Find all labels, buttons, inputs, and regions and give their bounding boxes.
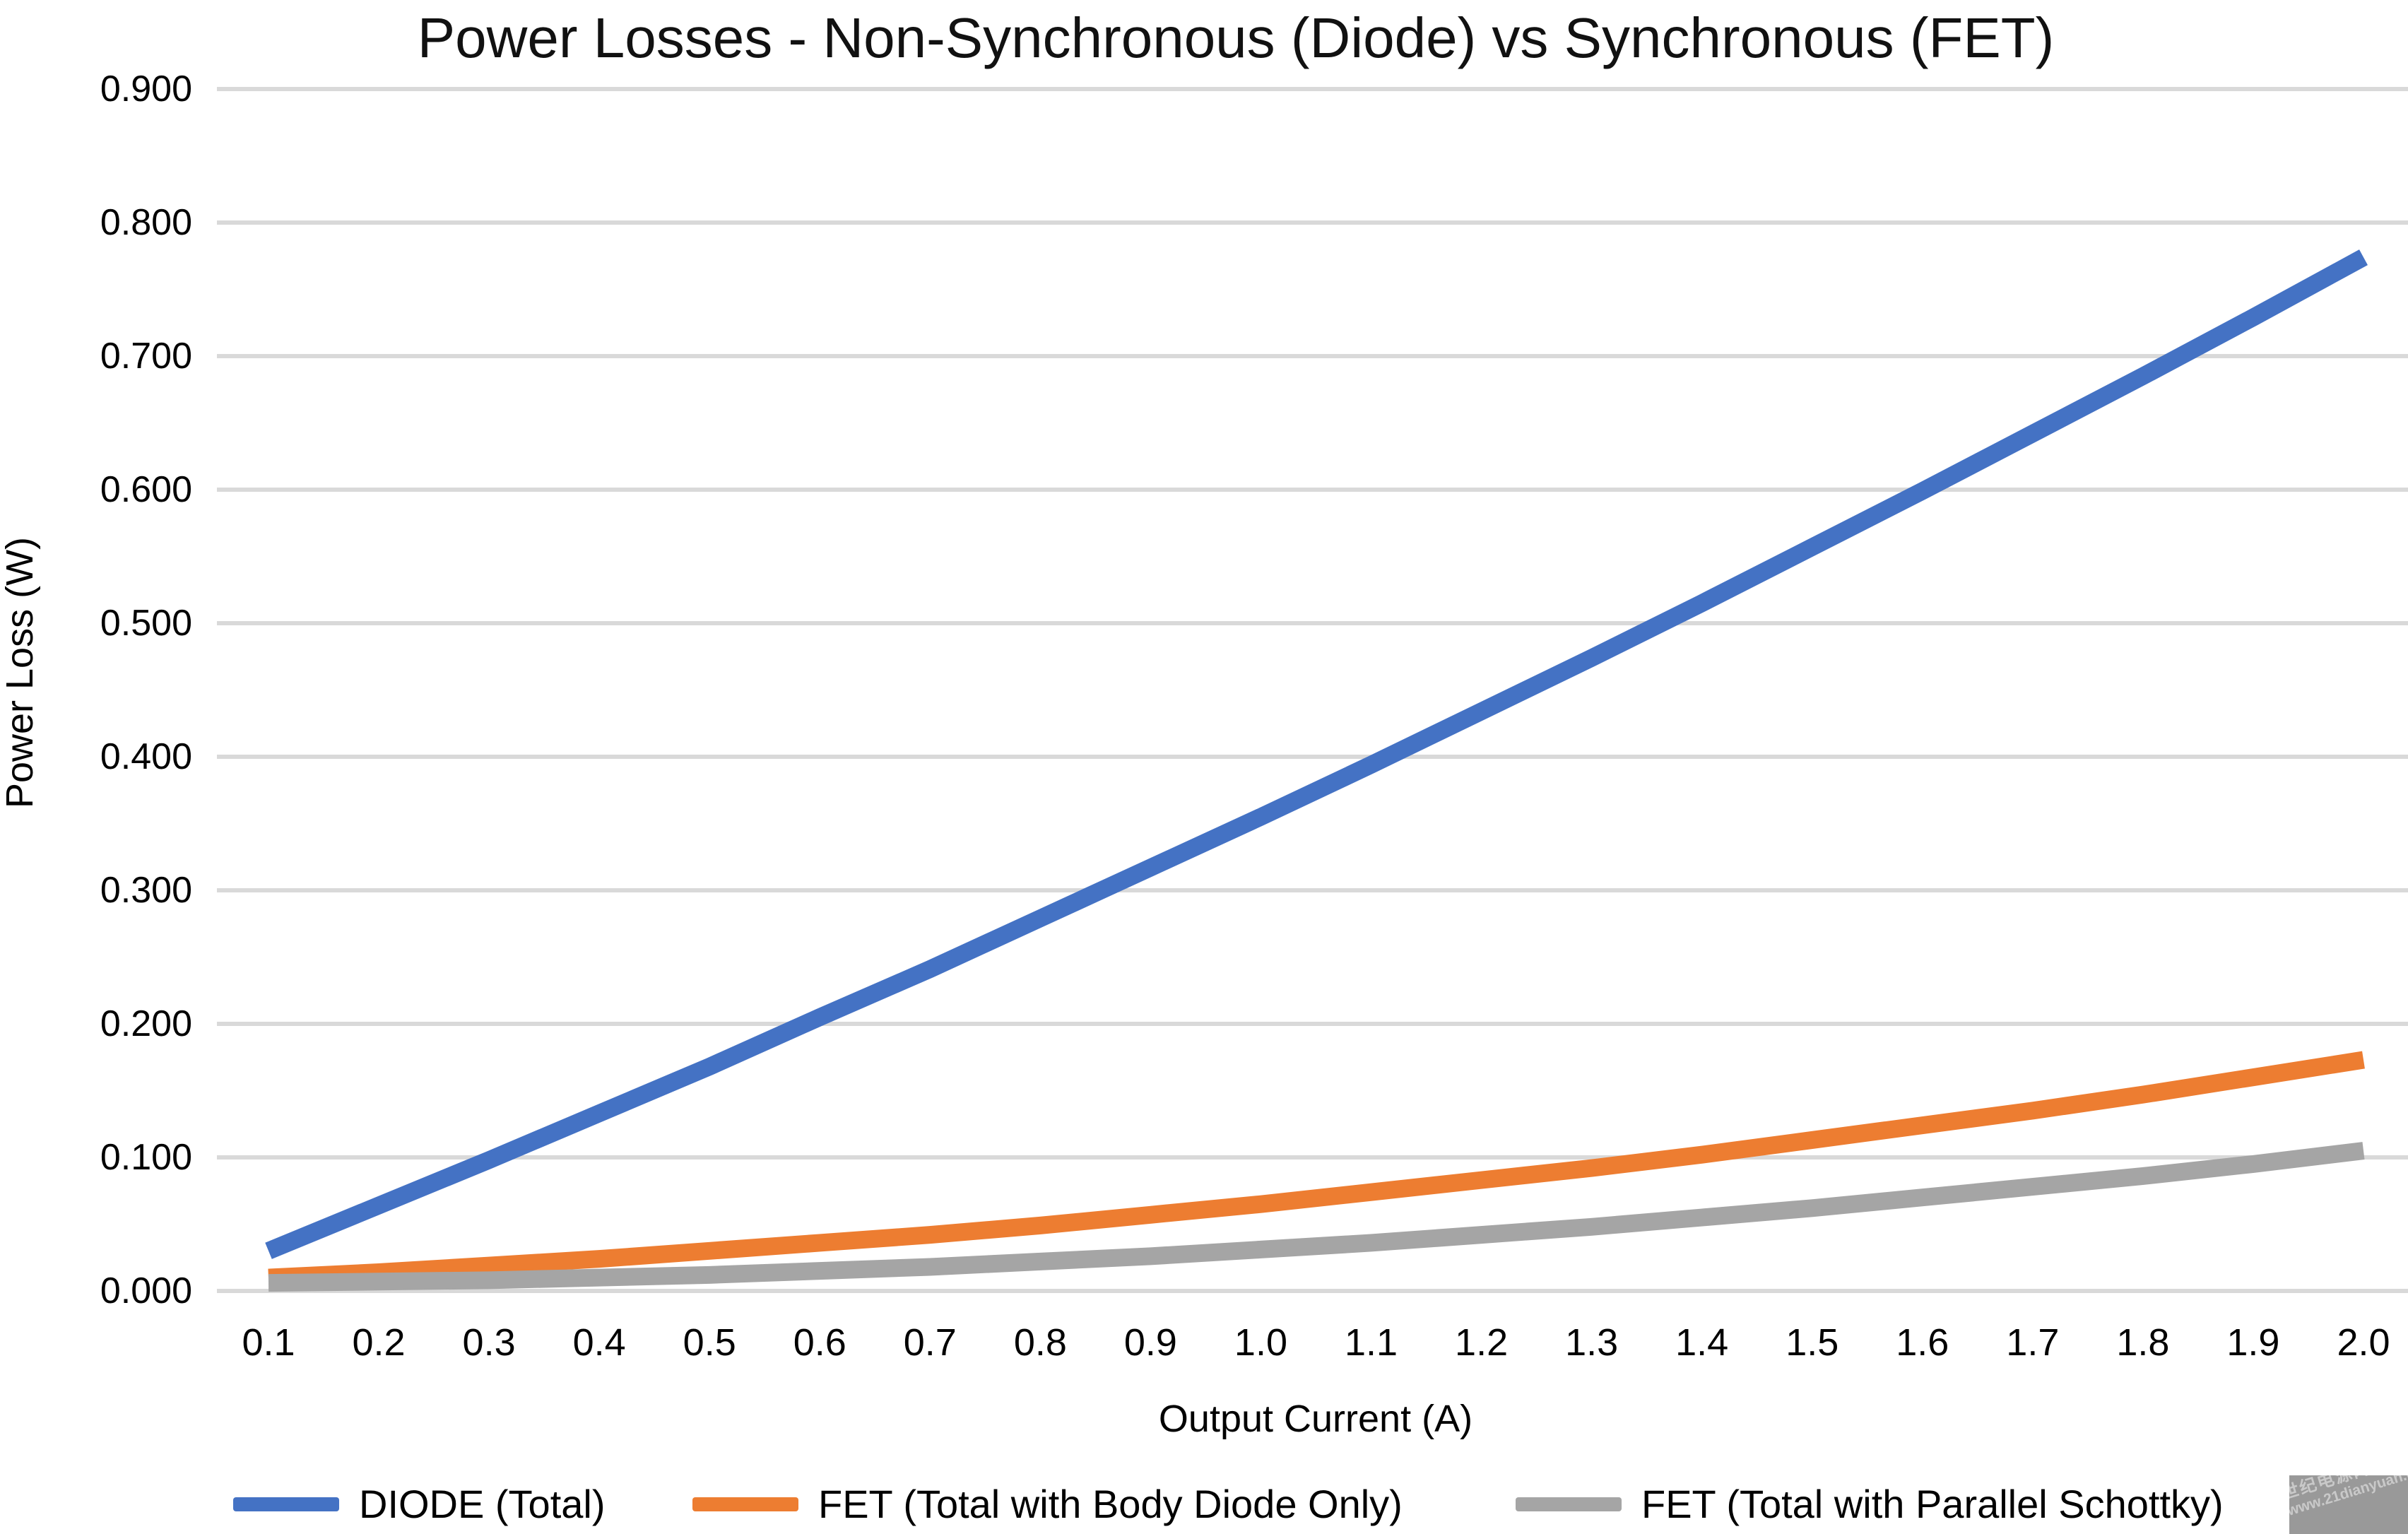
x-tick-label: 0.1: [242, 1321, 295, 1364]
x-tick-label: 0.7: [903, 1321, 957, 1364]
x-tick-label: 0.6: [793, 1321, 846, 1364]
legend-label-fet-body-diode: FET (Total with Body Diode Only): [818, 1482, 1403, 1526]
chart-title: Power Losses - Non-Synchronous (Diode) v…: [417, 6, 2055, 69]
legend: DIODE (Total) FET (Total with Body Diode…: [0, 1481, 2408, 1530]
y-tick-label: 0.300: [100, 870, 192, 911]
x-tick-label: 0.2: [352, 1321, 406, 1364]
series-line-2: [268, 1142, 2365, 1292]
x-tick-label: 0.8: [1013, 1321, 1067, 1364]
y-tick-label: 0.100: [100, 1137, 192, 1178]
legend-swatch-diode-total: [233, 1497, 339, 1511]
legend-swatch-fet-parallel-schottky: [1516, 1497, 1622, 1511]
x-tick-label: 1.5: [1786, 1321, 1839, 1364]
x-tick-label: 1.1: [1344, 1321, 1398, 1364]
x-tick-label: 1.2: [1455, 1321, 1509, 1364]
watermark: 世纪电源网 www.21dianyuan.com: [2289, 1475, 2408, 1534]
x-tick-label: 0.5: [683, 1321, 736, 1364]
y-tick-label: 0.800: [100, 202, 192, 243]
x-tick-label: 0.4: [572, 1321, 626, 1364]
y-tick-label: 0.500: [100, 603, 192, 644]
x-tick-label: 1.9: [2226, 1321, 2280, 1364]
y-tick-label: 0.700: [100, 336, 192, 377]
watermark-text: 世纪电源网 www.21dianyuan.com: [2289, 1475, 2408, 1520]
y-tick-label: 0.900: [100, 69, 192, 110]
x-tick-label: 2.0: [2337, 1321, 2390, 1364]
legend-swatch-fet-body-diode: [692, 1497, 798, 1511]
legend-label-diode-total: DIODE (Total): [359, 1482, 606, 1526]
series-line-0: [265, 249, 2368, 1259]
x-tick-label: 0.3: [462, 1321, 516, 1364]
x-tick-label: 1.0: [1234, 1321, 1287, 1364]
y-tick-label: 0.000: [100, 1270, 192, 1311]
x-tick-label: 1.6: [1896, 1321, 1949, 1364]
y-tick-label: 0.200: [100, 1003, 192, 1044]
x-tick-label: 1.3: [1565, 1321, 1619, 1364]
legend-label-fet-parallel-schottky: FET (Total with Parallel Schottky): [1641, 1482, 2224, 1526]
series-line-1: [268, 1051, 2365, 1287]
x-tick-label: 1.8: [2116, 1321, 2170, 1364]
legend-item-fet-body-diode: FET (Total with Body Diode Only): [692, 1481, 1403, 1528]
y-tick-label: 0.400: [100, 736, 192, 777]
x-axis-title: Output Current (A): [1158, 1398, 1473, 1440]
legend-item-diode-total: DIODE (Total): [233, 1481, 606, 1528]
y-axis-title: Power Loss (W): [0, 536, 41, 809]
x-tick-label: 1.4: [1675, 1321, 1729, 1364]
x-tick-label: 0.9: [1123, 1321, 1177, 1364]
legend-item-fet-parallel-schottky: FET (Total with Parallel Schottky): [1516, 1481, 2224, 1528]
y-tick-label: 0.600: [100, 469, 192, 510]
x-tick-label: 1.7: [2006, 1321, 2060, 1364]
